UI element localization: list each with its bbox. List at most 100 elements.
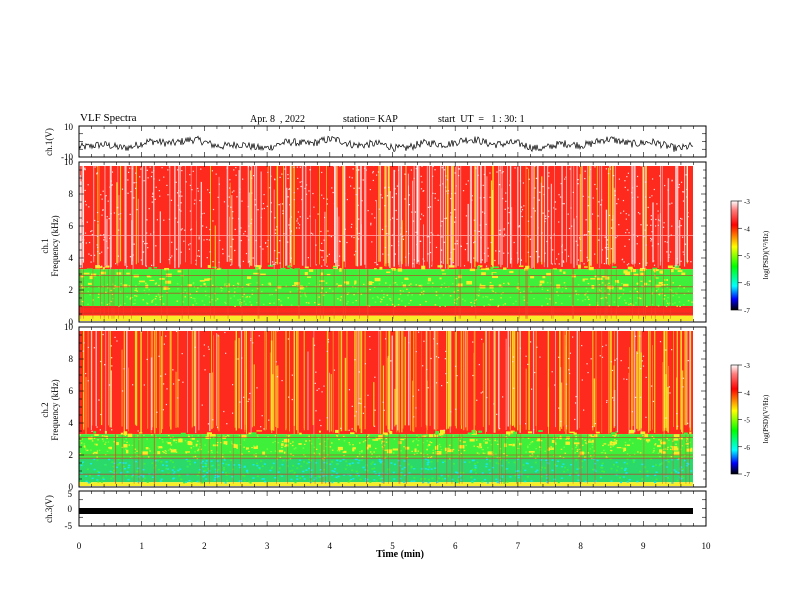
spectrogram-speck	[615, 280, 619, 283]
spectrogram-speck	[412, 262, 414, 265]
spectrogram-speck	[466, 280, 473, 285]
spectrogram-speck	[271, 293, 273, 296]
spectrogram-speck	[297, 305, 300, 307]
spectrogram-speck	[348, 442, 351, 444]
spectrogram-speck	[198, 236, 200, 238]
spectrogram-speck	[560, 420, 562, 423]
spectrogram-speck	[325, 291, 327, 294]
spectrogram-speck	[305, 193, 308, 195]
x-tick-label: 0	[77, 541, 82, 551]
spectrogram-speck	[654, 439, 660, 443]
spectrogram-speck	[391, 217, 394, 219]
spectrogram-speck	[270, 467, 273, 469]
spectrogram-speck	[346, 293, 349, 296]
spectrogram-speck	[668, 386, 670, 388]
spectrogram-speck	[482, 452, 485, 454]
spectrogram-speck	[454, 243, 456, 245]
spectrogram-speck	[147, 177, 149, 179]
spectrogram-speck	[408, 342, 410, 344]
spectrogram-speck	[216, 441, 219, 444]
spectrogram-speck	[558, 279, 563, 284]
spectrogram-speck	[612, 397, 614, 399]
spectrogram-speck	[554, 384, 556, 386]
spectrogram-speck	[265, 455, 268, 457]
spectrogram-speck	[121, 188, 124, 190]
spectrogram-speck	[420, 188, 423, 190]
spectrogram-speck	[272, 462, 275, 465]
spectrogram-speck	[455, 481, 458, 484]
spectrogram-speck	[100, 360, 102, 363]
spectrogram-speck	[334, 468, 337, 470]
spectrogram-speck	[654, 474, 657, 477]
spectrogram-speck	[371, 213, 373, 215]
spectrogram-speck	[503, 282, 505, 285]
spectrogram-speck	[321, 250, 323, 252]
spectrogram-speck	[400, 472, 403, 474]
spectrogram-speck	[413, 416, 415, 418]
spectrogram-speck	[490, 266, 494, 270]
spectrogram-speck	[616, 447, 622, 449]
spectrogram-speck	[527, 220, 530, 222]
spectrogram-speck	[590, 436, 596, 438]
spectrogram-speck	[633, 273, 639, 276]
spectrogram-speck	[291, 374, 293, 376]
y-tick-label: 4	[69, 253, 74, 263]
spectrogram-speck	[325, 462, 328, 465]
spectrogram-speck	[97, 474, 100, 477]
spectrogram-speck	[196, 480, 199, 483]
spectrogram-speck	[80, 304, 83, 306]
spectrogram-speck	[397, 304, 400, 306]
spectrogram-speck	[623, 283, 629, 287]
spectrogram-speck	[582, 278, 585, 282]
spectrogram-speck	[444, 305, 447, 307]
spectrogram-speck	[676, 479, 679, 482]
spectrogram-speck	[123, 465, 126, 468]
spectrogram-speck	[90, 435, 93, 437]
spectrogram-speck	[671, 225, 673, 227]
spectrogram-speck	[148, 293, 150, 296]
spectrogram-speck	[342, 451, 347, 453]
spectrogram-speck	[164, 450, 167, 453]
spectrogram-speck	[575, 395, 577, 398]
spectrogram-speck	[272, 441, 274, 444]
spectrogram-speck	[489, 196, 491, 198]
y-tick-label: 0	[69, 482, 74, 492]
spectrogram-speck	[79, 449, 84, 453]
spectrogram-speck	[545, 215, 547, 217]
spectrogram-speck	[170, 257, 172, 259]
spectrogram-speck	[632, 196, 634, 199]
spectrogram-speck	[177, 221, 179, 223]
spectrogram-speck	[578, 237, 581, 239]
spectrogram-speck	[382, 447, 385, 449]
spectrogram-speck	[385, 437, 388, 440]
spectrogram-speck	[287, 174, 289, 176]
spectrogram-speck	[628, 263, 630, 265]
spectrogram-speck	[550, 446, 552, 448]
spectrogram-speck	[163, 286, 169, 290]
spectrogram-speck	[116, 466, 119, 469]
spectrogram-speck	[131, 474, 134, 477]
spectrogram-speck	[575, 472, 578, 474]
spectrogram-speck	[352, 478, 355, 480]
spectrogram-speck	[276, 458, 278, 460]
spectrogram-speck	[219, 267, 222, 269]
spectrogram-speck	[546, 461, 549, 464]
spectrogram-speck	[195, 290, 198, 293]
spectrogram-speck	[89, 275, 93, 280]
spectrogram-speck	[241, 200, 243, 202]
spectrogram-speck	[486, 482, 489, 484]
spectrogram-speck	[559, 435, 562, 437]
spectrogram-speck	[623, 378, 625, 380]
spectrogram-speck	[84, 189, 86, 192]
spectrogram-speck	[266, 245, 268, 248]
spectrogram-speck	[220, 284, 226, 287]
spectrogram-speck	[628, 232, 630, 234]
spectrogram-speck	[563, 470, 566, 473]
spectrogram-speck	[223, 410, 225, 413]
spectrogram-speck	[483, 305, 485, 307]
spectrogram-speck	[492, 275, 498, 279]
spectrogram-speck	[212, 419, 214, 421]
spectrogram-speck	[552, 440, 554, 442]
spectrogram-speck	[85, 475, 88, 477]
spectrogram-speck	[634, 288, 637, 290]
